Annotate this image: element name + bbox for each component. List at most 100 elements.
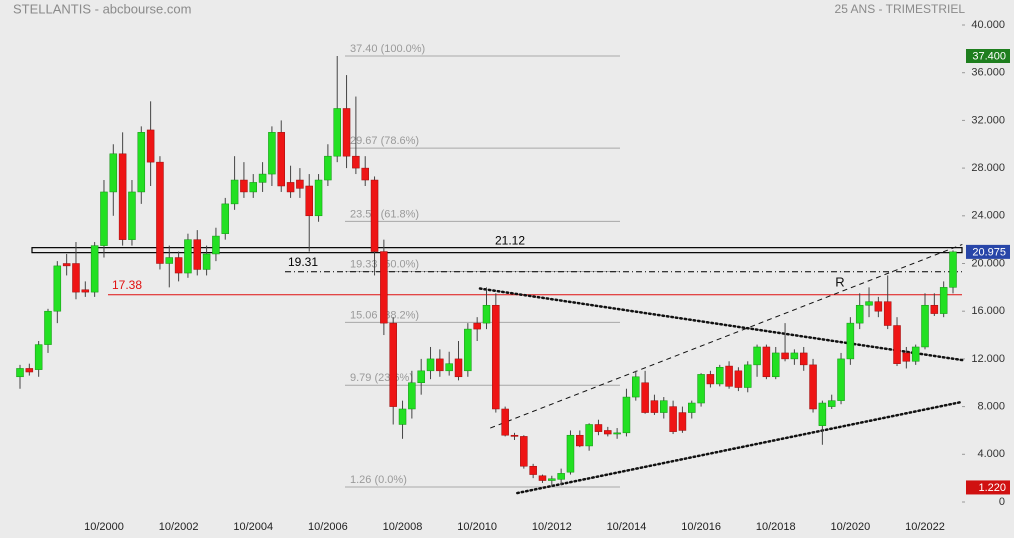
x-tick-label: 10/2020: [830, 521, 870, 533]
candle-body: [240, 179, 248, 193]
candle-body: [34, 344, 43, 370]
candle-body: [650, 400, 659, 413]
x-tick-label: 10/2014: [607, 521, 647, 533]
fibonacci-label: 29.67 (78.6%): [350, 135, 419, 147]
candle-body: [566, 434, 575, 473]
y-tick-label: 32.000: [971, 114, 1005, 126]
candle-body: [911, 346, 920, 362]
level-label: 19.31: [288, 255, 318, 269]
candle-body: [118, 153, 127, 240]
candle-body: [202, 253, 211, 270]
candle-body: [90, 245, 99, 293]
candle-body: [883, 301, 892, 326]
candle-body: [716, 366, 724, 385]
x-tick-label: 10/2012: [532, 521, 572, 533]
price-tag: [966, 244, 1010, 259]
candle-body: [557, 473, 565, 480]
candle-body: [743, 364, 752, 388]
candle-body: [445, 363, 453, 372]
candle-body: [725, 365, 733, 387]
chart-subtitle: 25 ANS - TRIMESTRIEL: [835, 2, 966, 16]
candle-body: [286, 182, 295, 193]
level-label: 17.38: [112, 278, 142, 292]
y-tick-label: 20.000: [971, 257, 1005, 269]
candle-body: [790, 352, 799, 360]
candle-body: [734, 370, 743, 388]
candle-body: [548, 478, 556, 481]
candle-body: [902, 352, 911, 362]
y-tick-label: 16.000: [971, 305, 1005, 317]
candle-body: [809, 364, 817, 410]
candle-body: [174, 257, 183, 274]
price-tag: [966, 49, 1010, 64]
y-tick-label: 4.000: [977, 448, 1005, 460]
candle-body: [473, 322, 481, 330]
candle-body: [25, 368, 34, 373]
candle-body: [156, 161, 164, 264]
price-tag-label: 37.400: [972, 50, 1006, 62]
candle-body: [874, 301, 883, 312]
candle-body: [44, 310, 52, 345]
price-tag-label: 1.220: [978, 482, 1006, 494]
candle-body: [799, 352, 808, 366]
candle-body: [538, 475, 547, 481]
candle-body: [678, 412, 687, 431]
candle-body: [184, 239, 192, 274]
candle-body: [482, 304, 491, 324]
candle-body: [408, 382, 416, 410]
candle-body: [296, 179, 304, 189]
candle-body: [520, 436, 528, 467]
x-tick-label: 10/2022: [905, 521, 945, 533]
candle-body: [865, 301, 873, 306]
y-tick-label: 0: [999, 496, 1005, 508]
candle-body: [361, 167, 369, 181]
candle-body: [827, 400, 836, 407]
candle-body: [529, 465, 537, 475]
candle-body: [352, 155, 360, 169]
candle-body: [632, 376, 640, 398]
candle-body: [781, 352, 789, 360]
candle-body: [697, 374, 705, 404]
candle-body: [314, 179, 323, 217]
candle-body: [622, 396, 631, 434]
candle-body: [370, 179, 379, 252]
candle-body: [165, 257, 174, 264]
candle-body: [128, 191, 136, 240]
candle-body: [342, 108, 351, 157]
candle-body: [818, 402, 827, 426]
candle-body: [230, 179, 239, 205]
level-line: [31, 247, 963, 254]
candle-body: [585, 424, 593, 447]
candle-body: [100, 191, 108, 246]
candle-body: [16, 368, 24, 378]
candle-body: [762, 346, 771, 378]
y-tick-label: 28.000: [971, 162, 1005, 174]
trendline: [478, 287, 964, 362]
chart-title: STELLANTIS - abcbourse.com: [13, 1, 191, 16]
candle-body: [510, 434, 519, 437]
candle-body: [669, 406, 677, 432]
candle-body: [753, 346, 761, 366]
candle-body: [846, 322, 855, 360]
candle-body: [249, 182, 257, 193]
fibonacci-label: 23.53 (61.8%): [350, 208, 419, 220]
x-tick-label: 10/2004: [233, 521, 273, 533]
candle-body: [949, 251, 957, 288]
fibonacci-label: 9.79 (23.6%): [350, 372, 413, 384]
candle-body: [454, 358, 463, 378]
annotation: R: [835, 274, 844, 289]
x-tick-label: 10/2002: [159, 521, 199, 533]
candle-body: [576, 434, 584, 447]
x-tick-label: 10/2000: [84, 521, 124, 533]
candle-body: [771, 352, 780, 378]
candle-body: [464, 328, 472, 372]
candle-body: [62, 263, 71, 267]
candle-body: [258, 173, 267, 183]
candle-body: [137, 132, 146, 193]
candle-body: [193, 239, 202, 270]
candle-body: [930, 304, 939, 314]
candle-body: [436, 358, 444, 372]
candle-body: [604, 430, 612, 435]
candle-body: [594, 424, 603, 432]
